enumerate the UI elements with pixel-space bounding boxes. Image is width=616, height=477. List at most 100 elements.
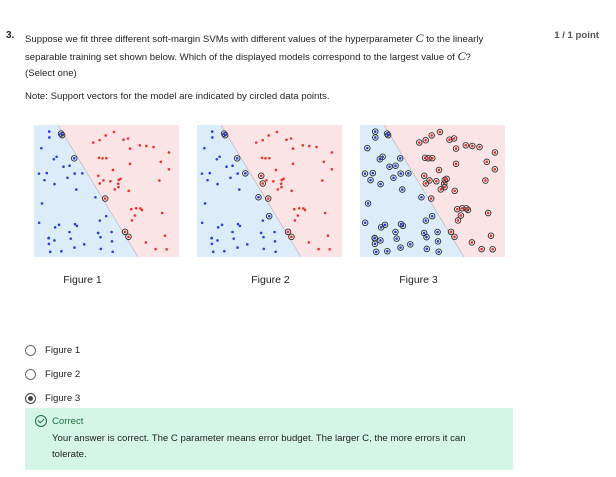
blue-point xyxy=(437,250,440,254)
support-vector-ring xyxy=(491,166,499,173)
red-point xyxy=(328,247,331,251)
blue-point xyxy=(366,202,370,205)
red-point xyxy=(163,234,167,237)
support-vector-ring xyxy=(454,205,461,213)
blue-point xyxy=(374,250,378,254)
option-figure-3[interactable]: Figure 3 xyxy=(25,386,80,410)
red-point xyxy=(104,134,107,137)
blue-point xyxy=(211,136,214,139)
radio-figure-3[interactable] xyxy=(25,392,36,404)
support-vector-ring xyxy=(487,232,495,239)
support-vector-ring xyxy=(478,245,485,253)
blue-point xyxy=(55,155,58,159)
blue-point xyxy=(257,195,260,199)
blue-point xyxy=(75,188,78,191)
blue-point xyxy=(430,214,434,218)
support-vector-ring xyxy=(221,131,229,139)
support-vector-ring xyxy=(396,155,404,162)
blue-point xyxy=(244,172,247,175)
support-vector-ring xyxy=(452,145,460,152)
red-point xyxy=(445,177,448,181)
red-point xyxy=(127,235,130,239)
blue-point xyxy=(394,164,397,168)
support-vector-ring xyxy=(476,143,483,151)
red-point xyxy=(315,145,318,149)
blue-point xyxy=(98,219,102,222)
radio-figure-1[interactable] xyxy=(25,344,36,356)
support-vector-ring xyxy=(255,193,262,201)
red-point xyxy=(96,174,100,178)
blue-point xyxy=(47,130,51,133)
blue-point xyxy=(407,172,410,175)
select-hint: (Select one) xyxy=(25,68,77,79)
red-point xyxy=(274,168,278,172)
option-figure-2[interactable]: Figure 2 xyxy=(25,362,80,386)
red-point xyxy=(128,162,132,166)
feedback-message: Your answer is correct. The C parameter … xyxy=(52,433,466,460)
support-vector-ring xyxy=(423,233,430,241)
red-point xyxy=(429,197,433,200)
blue-point xyxy=(96,231,100,235)
red-point xyxy=(321,179,324,182)
option-figure-1[interactable]: Figure 1 xyxy=(25,338,80,362)
check-circle-icon xyxy=(35,415,47,427)
red-point xyxy=(422,174,426,178)
red-point xyxy=(465,207,468,210)
radio-figure-2[interactable] xyxy=(25,368,36,380)
red-point xyxy=(117,185,120,189)
blue-point xyxy=(273,230,276,234)
blue-point xyxy=(373,130,377,133)
blue-point xyxy=(218,155,221,159)
figure-1-plot xyxy=(34,125,179,257)
support-vector-ring xyxy=(427,195,435,202)
support-vector-ring xyxy=(364,144,371,152)
support-vector-ring xyxy=(433,178,440,185)
red-point xyxy=(439,188,443,191)
red-point xyxy=(438,130,442,134)
red-point xyxy=(261,138,265,142)
blue-point xyxy=(40,146,43,150)
blue-point xyxy=(223,249,226,253)
blue-point xyxy=(48,250,52,254)
support-vector-note: Note: Support vectors for the model are … xyxy=(25,91,330,102)
blue-point xyxy=(73,222,77,226)
blue-point xyxy=(40,202,44,205)
red-point xyxy=(130,219,134,222)
blue-point xyxy=(395,237,398,240)
red-point xyxy=(101,156,104,160)
red-point xyxy=(489,234,493,237)
support-vector-ring xyxy=(422,136,429,144)
support-vector-ring xyxy=(434,228,441,236)
support-vector-ring xyxy=(125,233,132,241)
support-vector-ring xyxy=(57,130,65,137)
red-point xyxy=(307,241,311,244)
red-point xyxy=(428,179,431,182)
blue-point xyxy=(73,172,77,175)
red-point xyxy=(486,211,490,215)
blue-point xyxy=(274,250,277,254)
support-vector-ring xyxy=(407,241,414,248)
blue-point xyxy=(436,240,440,243)
blue-point xyxy=(216,182,219,186)
support-vector-ring xyxy=(422,217,430,224)
blue-point xyxy=(399,172,403,175)
blue-point xyxy=(420,195,423,199)
red-point xyxy=(454,162,458,166)
support-vector-ring xyxy=(469,142,476,150)
red-point xyxy=(139,207,142,210)
support-vector-ring xyxy=(397,220,405,228)
support-vector-ring xyxy=(399,186,406,193)
blue-point xyxy=(220,223,224,227)
blue-point xyxy=(236,222,240,226)
blue-point xyxy=(238,188,241,191)
support-vector-ring xyxy=(447,228,455,236)
red-point xyxy=(276,188,280,191)
red-point xyxy=(302,207,305,210)
red-point xyxy=(424,138,428,142)
red-point xyxy=(460,206,464,210)
red-point xyxy=(113,188,117,191)
blue-point xyxy=(210,236,213,240)
support-vector-ring xyxy=(373,248,380,256)
blue-point xyxy=(222,132,226,135)
blue-point xyxy=(59,132,63,135)
